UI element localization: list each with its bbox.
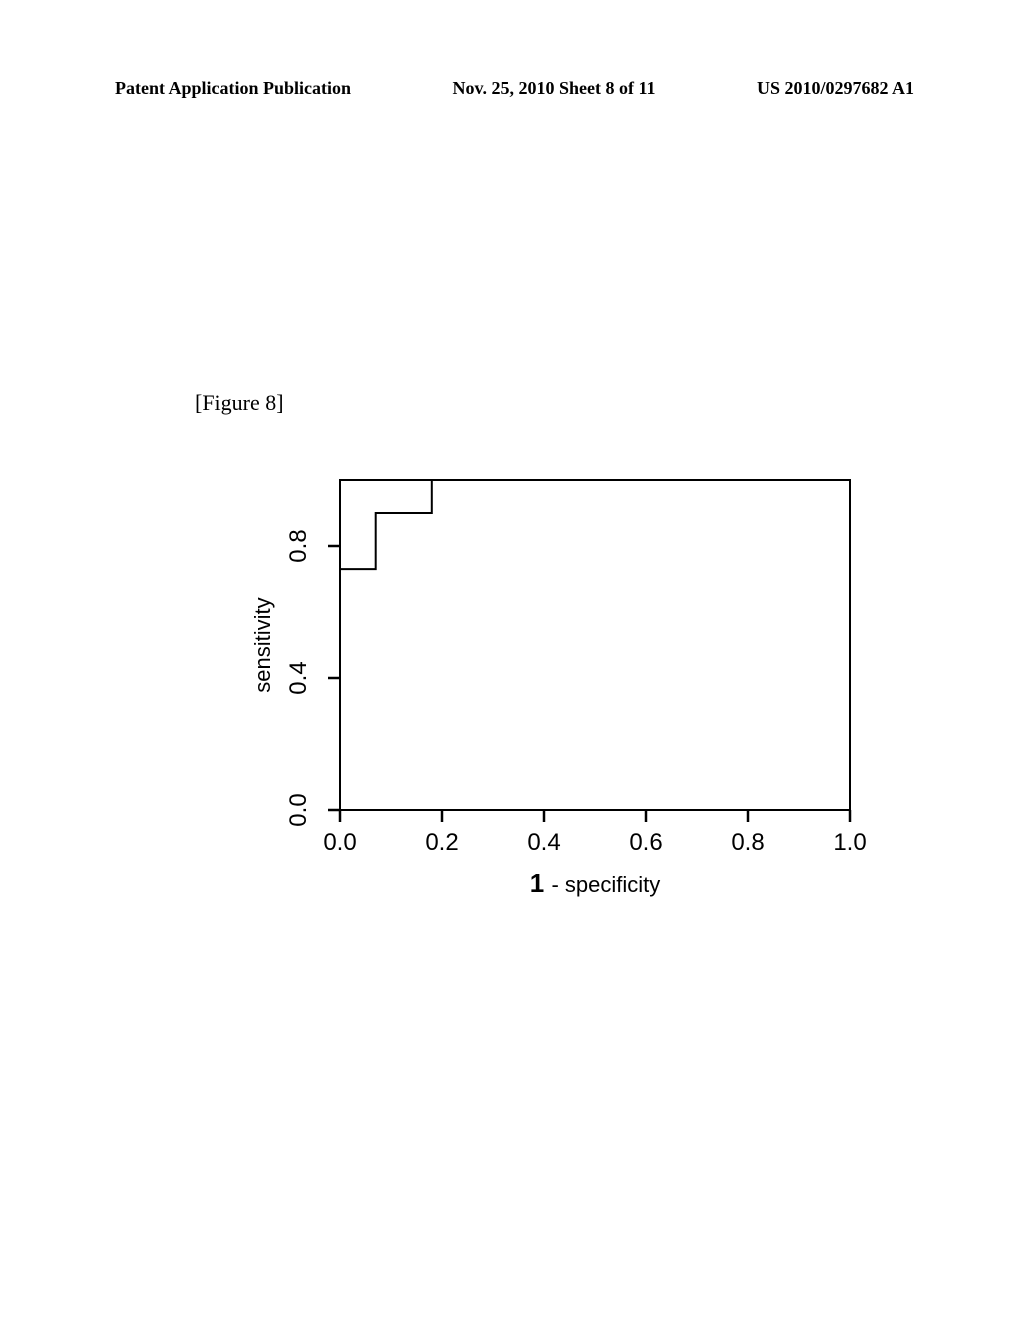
svg-text:0.0: 0.0 — [323, 829, 356, 856]
svg-text:0.2: 0.2 — [425, 829, 458, 856]
svg-text:0.8: 0.8 — [731, 829, 764, 856]
header-right: US 2010/0297682 A1 — [757, 78, 914, 99]
figure-label: [Figure 8] — [195, 390, 284, 416]
svg-text:0.6: 0.6 — [629, 829, 662, 856]
header-left: Patent Application Publication — [115, 78, 351, 99]
header-center: Nov. 25, 2010 Sheet 8 of 11 — [452, 78, 655, 99]
page-header: Patent Application Publication Nov. 25, … — [0, 78, 1024, 99]
svg-text:0.8: 0.8 — [285, 529, 312, 562]
svg-text:0.0: 0.0 — [285, 793, 312, 826]
roc-chart: 0.0 0.2 0.4 0.6 0.8 1.0 0.0 0.4 0.8 1 - specifici… — [195, 450, 895, 900]
svg-text:0.4: 0.4 — [285, 661, 312, 694]
svg-text:1 - specificity: 1 - specificity — [530, 868, 660, 898]
svg-text:0.4: 0.4 — [527, 829, 560, 856]
svg-text:1.0: 1.0 — [833, 829, 866, 856]
svg-text:sensitivity: sensitivity — [250, 597, 275, 692]
